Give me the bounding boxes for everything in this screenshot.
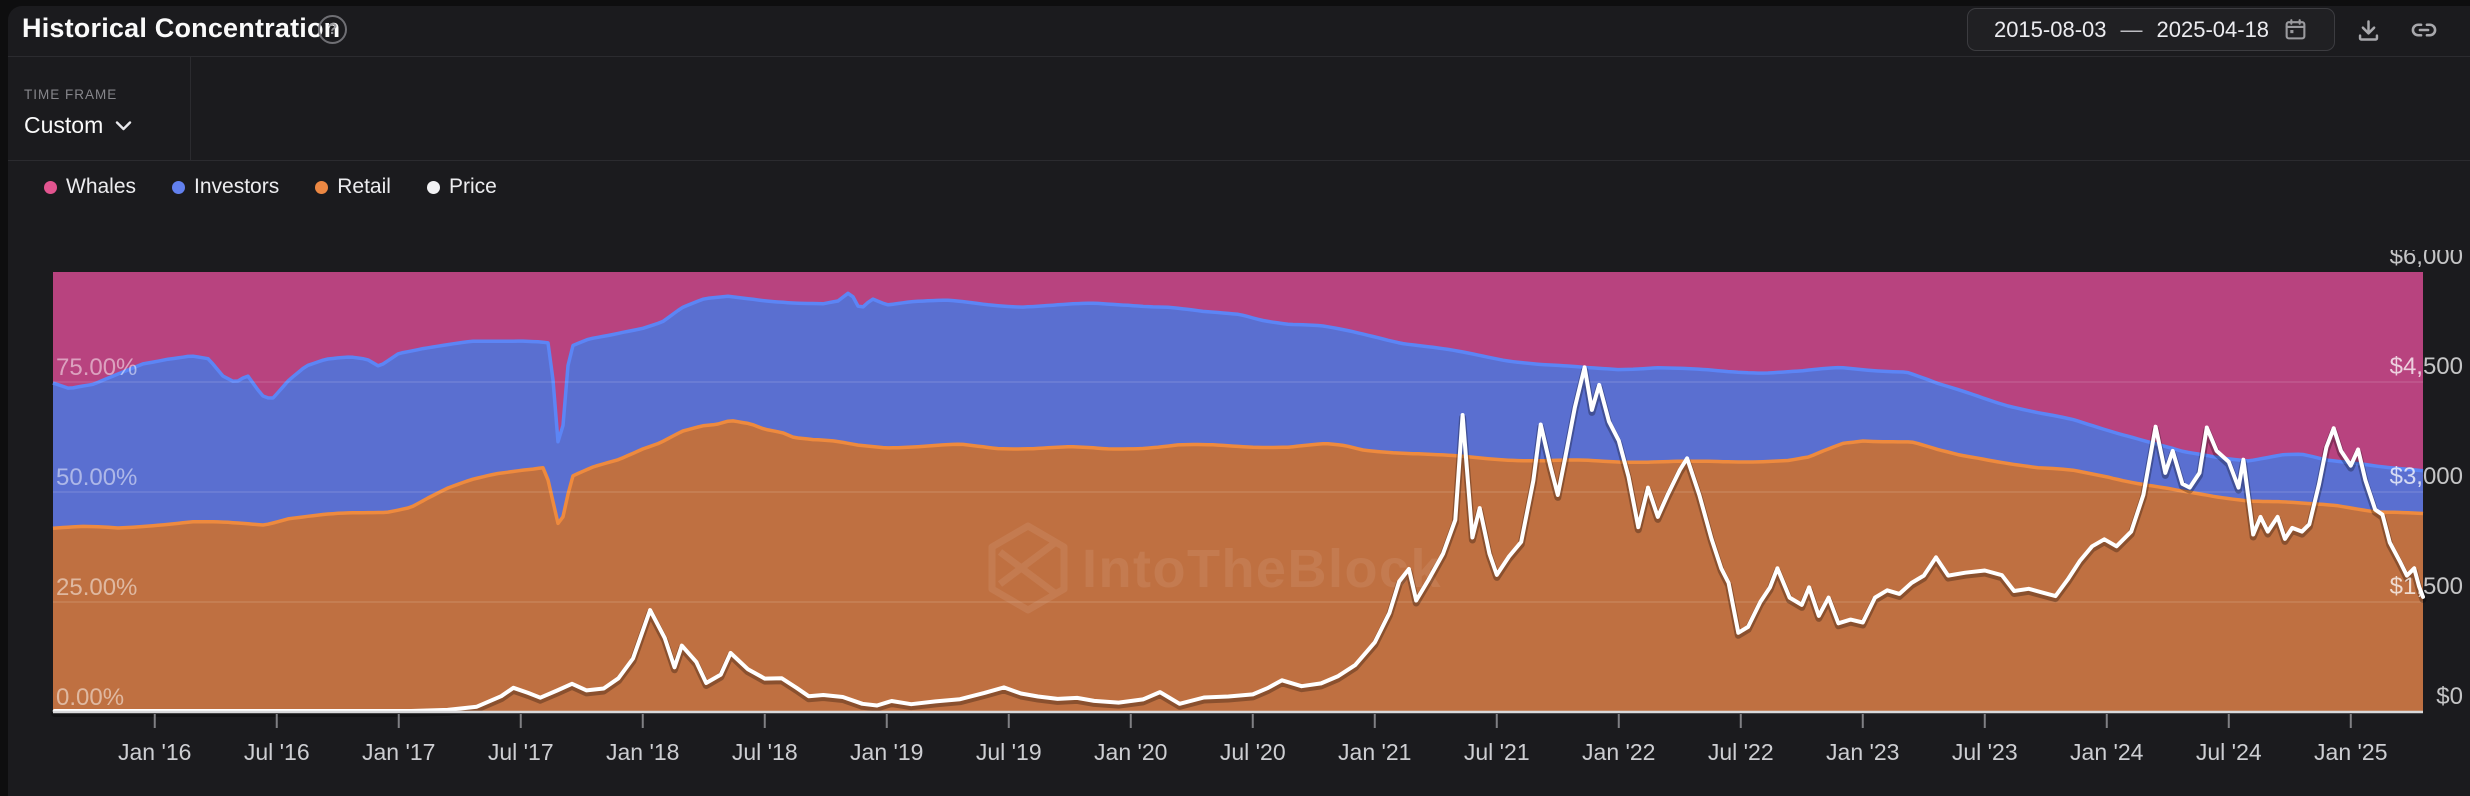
retail-dot-icon bbox=[315, 180, 329, 194]
y-axis-left-label: 75.00% bbox=[56, 354, 137, 381]
help-icon[interactable]: ? bbox=[318, 15, 347, 44]
x-axis-label: Jan '22 bbox=[1582, 739, 1655, 765]
whales-dot-icon bbox=[44, 180, 57, 194]
investors-boundary-line bbox=[52, 291, 2424, 473]
x-axis-label: Jul '24 bbox=[2196, 739, 2262, 765]
price-dot-icon bbox=[426, 180, 440, 194]
copy-link-button[interactable] bbox=[2404, 10, 2444, 50]
y-axis-right-label: $6,000 bbox=[2390, 250, 2463, 270]
x-axis-label: Jan '25 bbox=[2314, 739, 2387, 765]
legend-label: Investors bbox=[194, 175, 280, 198]
x-axis-label: Jul '16 bbox=[244, 739, 310, 765]
intotheblock-watermark: IntoTheBlock bbox=[988, 522, 1442, 614]
x-axis-label: Jul '22 bbox=[1708, 739, 1774, 765]
concentration-chart[interactable]: IntoTheBlock Jan '16 Jul '16 Jan '17 Jul '1… bbox=[0, 250, 2470, 796]
y-axis-right-label: $3,000 bbox=[2390, 463, 2463, 490]
x-axis-label: Jan '20 bbox=[1094, 739, 1167, 765]
investors-dot-icon bbox=[172, 180, 186, 194]
y-axis-right-label: $0 bbox=[2436, 683, 2463, 710]
stacked-areas bbox=[52, 272, 2424, 712]
link-icon bbox=[2411, 23, 2437, 37]
retail-boundary-line bbox=[52, 419, 2424, 530]
header-divider bbox=[8, 56, 2470, 57]
x-axis-label: Jul '17 bbox=[488, 739, 554, 765]
retail-area bbox=[53, 420, 2423, 712]
timeframe-value: Custom bbox=[24, 112, 104, 138]
help-glyph: ? bbox=[327, 20, 338, 38]
x-axis-label: Jan '16 bbox=[118, 739, 191, 765]
investors-area bbox=[53, 293, 2423, 529]
x-axis-label: Jan '19 bbox=[850, 739, 923, 765]
toolbar-divider bbox=[8, 160, 2470, 161]
timeframe-cell-divider bbox=[190, 57, 191, 160]
whales-area bbox=[53, 272, 2423, 471]
legend-label: Retail bbox=[337, 175, 391, 198]
legend-item-whales[interactable]: Whales bbox=[44, 175, 136, 199]
legend-label: Whales bbox=[66, 175, 137, 198]
watermark-text: IntoTheBlock bbox=[1082, 539, 1442, 599]
chart-overlay: Jan '16 Jul '16 Jan '17 Jul '17 Jan '18 Jul '… bbox=[51, 250, 2463, 765]
download-button[interactable] bbox=[2348, 10, 2388, 50]
x-axis-label: Jul '21 bbox=[1464, 739, 1530, 765]
x-axis-label: Jan '18 bbox=[606, 739, 679, 765]
x-axis-label: Jul '19 bbox=[976, 739, 1042, 765]
page-title: Historical Concentration bbox=[22, 13, 341, 43]
y-axis-right-label: $4,500 bbox=[2390, 353, 2463, 380]
chart-legend: Whales Investors Retail Price bbox=[44, 175, 497, 199]
x-axis-label: Jan '23 bbox=[1826, 739, 1899, 765]
y-axis-left-label: 50.00% bbox=[56, 464, 137, 491]
chevron-down-icon bbox=[116, 121, 132, 131]
date-range-picker[interactable]: 2015-08-03 — 2025-04-18 bbox=[1967, 8, 2335, 51]
legend-item-retail[interactable]: Retail bbox=[315, 175, 391, 199]
timeframe-dropdown[interactable]: Custom bbox=[24, 112, 132, 139]
x-axis-label: Jan '17 bbox=[362, 739, 435, 765]
legend-label: Price bbox=[448, 175, 497, 198]
legend-item-price[interactable]: Price bbox=[426, 175, 497, 199]
y-axis-right-label: $1,500 bbox=[2390, 573, 2463, 600]
y-axis-left-label: 0.00% bbox=[56, 684, 124, 711]
date-separator: — bbox=[2120, 16, 2143, 42]
legend-item-investors[interactable]: Investors bbox=[172, 175, 279, 199]
y-axis-left-label: 25.00% bbox=[56, 574, 137, 601]
download-icon bbox=[2358, 19, 2378, 41]
price-line bbox=[52, 365, 2425, 713]
x-axis-label: Jul '23 bbox=[1952, 739, 2018, 765]
x-axis-label: Jan '21 bbox=[1338, 739, 1411, 765]
calendar-icon bbox=[2285, 19, 2306, 40]
timeframe-label: TIME FRAME bbox=[24, 87, 118, 102]
x-axis-label: Jul '20 bbox=[1220, 739, 1286, 765]
x-axis-label: Jul '18 bbox=[732, 739, 798, 765]
date-end: 2025-04-18 bbox=[2156, 16, 2270, 42]
x-axis-label: Jan '24 bbox=[2070, 739, 2144, 765]
date-start: 2015-08-03 bbox=[1993, 16, 2107, 42]
